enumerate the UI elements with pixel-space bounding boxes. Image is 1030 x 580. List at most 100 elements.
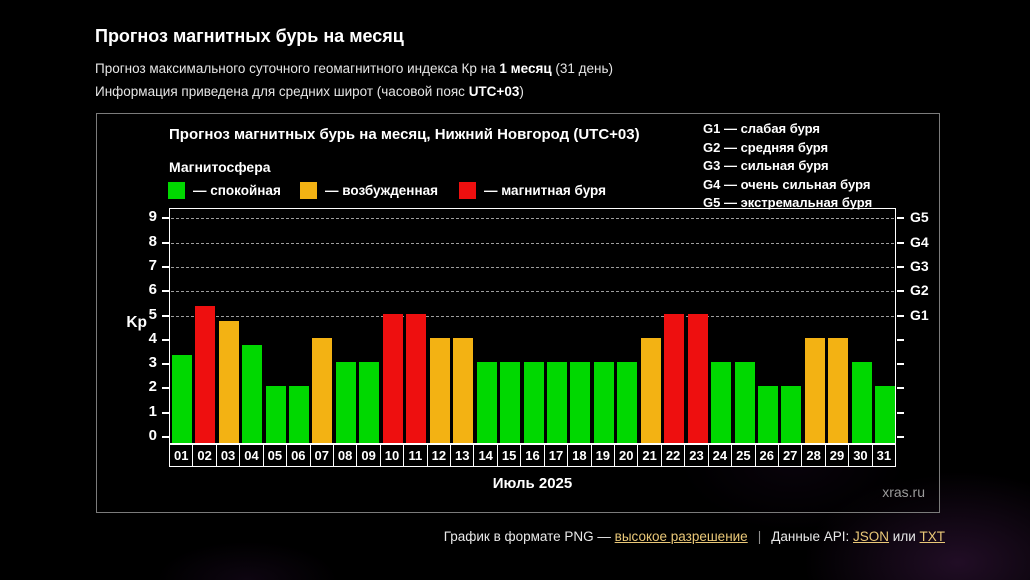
bar-day-26: [758, 386, 779, 443]
day-label-cell: 21: [637, 445, 660, 466]
legend-item: — возбужденная: [300, 182, 438, 199]
g-scale-item: G5 — экстремальная буря: [703, 195, 873, 211]
g-axis-label: G2: [910, 282, 929, 299]
json-link[interactable]: JSON: [853, 529, 890, 544]
bar-day-02: [195, 306, 216, 443]
day-label-cell: 19: [590, 445, 614, 466]
y-tick: [162, 314, 169, 317]
legend-swatch: [300, 182, 317, 199]
day-label-cell: 31: [871, 445, 895, 466]
chart-figure: Прогноз магнитных бурь на месяц, Нижний …: [96, 113, 940, 513]
day-label-cell: 03: [215, 445, 239, 466]
png-label: График в формате PNG —: [443, 529, 615, 544]
bar-day-04: [242, 345, 263, 443]
day-label-cell: 14: [473, 445, 496, 466]
day-label-cell: 15: [496, 445, 520, 466]
bar-day-19: [593, 362, 614, 443]
day-label-cell: 08: [332, 445, 356, 466]
bar-day-30: [851, 362, 872, 443]
day-label-cell: 27: [777, 445, 801, 466]
bar-day-03: [218, 320, 239, 443]
plot-area: [169, 208, 896, 444]
y-tick-label: 8: [148, 232, 157, 250]
day-label-cell: 30: [848, 445, 871, 466]
g-scale-item: G2 — средняя буря: [703, 139, 829, 155]
subtitle-1-suffix: (31 день): [551, 61, 614, 76]
bar-day-16: [523, 362, 544, 443]
bar-day-07: [312, 337, 333, 443]
y-tick-label: 6: [148, 281, 157, 299]
y-tick: [162, 411, 169, 414]
bar-day-18: [570, 362, 591, 443]
magnetosphere-legend-title: Магнитосфера: [169, 159, 271, 175]
day-label-cell: 13: [450, 445, 473, 466]
legend-item: — магнитная буря: [459, 182, 606, 199]
g-scale-item: G3 — сильная буря: [703, 158, 829, 174]
gridline: [171, 315, 894, 317]
y-tick-label: 5: [148, 305, 157, 323]
kp-axis-label: Kp: [126, 314, 147, 331]
day-label-cell: 25: [731, 445, 754, 466]
right-tick: [897, 265, 904, 268]
txt-link[interactable]: TXT: [919, 529, 946, 544]
right-tick: [897, 217, 904, 220]
day-label-cell: 23: [684, 445, 707, 466]
legend-swatch: [168, 182, 185, 199]
bar-day-09: [359, 362, 380, 443]
day-label-cell: 09: [356, 445, 379, 466]
right-tick: [897, 241, 904, 244]
right-tick: [897, 314, 904, 317]
legend-item-label: — магнитная буря: [484, 183, 606, 198]
day-label-cell: 16: [520, 445, 543, 466]
day-label-cell: 12: [426, 445, 450, 466]
g-axis-label: G1: [910, 306, 929, 323]
y-tick: [162, 387, 169, 390]
subtitle-2-prefix: Информация приведена для средних широт (…: [95, 84, 469, 99]
y-tick-label: 9: [148, 208, 157, 226]
day-label-cell: 17: [543, 445, 567, 466]
gridline: [171, 242, 894, 244]
day-label-cell: 18: [567, 445, 590, 466]
y-tick: [162, 436, 169, 438]
day-label-cell: 11: [403, 445, 426, 466]
y-tick-label: 2: [148, 378, 157, 396]
legend-swatch: [459, 182, 476, 199]
bar-day-17: [546, 362, 567, 443]
bar-day-23: [687, 313, 708, 443]
y-tick: [162, 265, 169, 268]
day-label-cell: 24: [707, 445, 731, 466]
bar-day-31: [875, 386, 896, 443]
day-label-cell: 29: [824, 445, 848, 466]
y-tick: [162, 338, 169, 341]
month-label: Июль 2025: [492, 475, 573, 492]
right-tick: [897, 338, 904, 341]
bar-day-05: [265, 386, 286, 443]
subtitle-1-prefix: Прогноз максимального суточного геомагни…: [95, 61, 500, 76]
day-label-cell: 07: [309, 445, 333, 466]
high-res-link[interactable]: высокое разрешение: [614, 529, 748, 544]
y-tick-label: 3: [148, 354, 157, 372]
y-tick-label: 1: [148, 402, 157, 420]
bar-day-28: [804, 337, 825, 443]
chart-title: Прогноз магнитных бурь на месяц, Нижний …: [169, 126, 640, 143]
day-axis-row: 01 02 03 04 05 06 07 08 09 10 11 12 13 14 15 16 17 18 19 20…: [169, 444, 896, 467]
bar-day-06: [288, 386, 309, 443]
day-label-cell: 28: [801, 445, 824, 466]
gridline: [171, 266, 894, 268]
page-title: Прогноз магнитных бурь на месяц: [95, 26, 404, 46]
legend-item-label: — спокойная: [193, 183, 281, 198]
g-axis-label: G3: [910, 257, 929, 274]
subtitle-1-bold: 1 месяц: [499, 61, 552, 76]
bar-day-01: [171, 354, 192, 443]
gridline: [171, 218, 894, 220]
day-label-cell: 05: [262, 445, 286, 466]
api-label: Данные API:: [771, 529, 854, 544]
subtitle-line-1: Прогноз максимального суточного геомагни…: [95, 61, 613, 76]
right-tick: [897, 387, 904, 390]
right-tick: [897, 436, 904, 438]
right-tick: [897, 290, 904, 293]
bar-day-27: [781, 386, 802, 443]
bar-day-21: [640, 337, 661, 443]
y-tick: [162, 241, 169, 244]
bar-day-14: [476, 362, 497, 443]
